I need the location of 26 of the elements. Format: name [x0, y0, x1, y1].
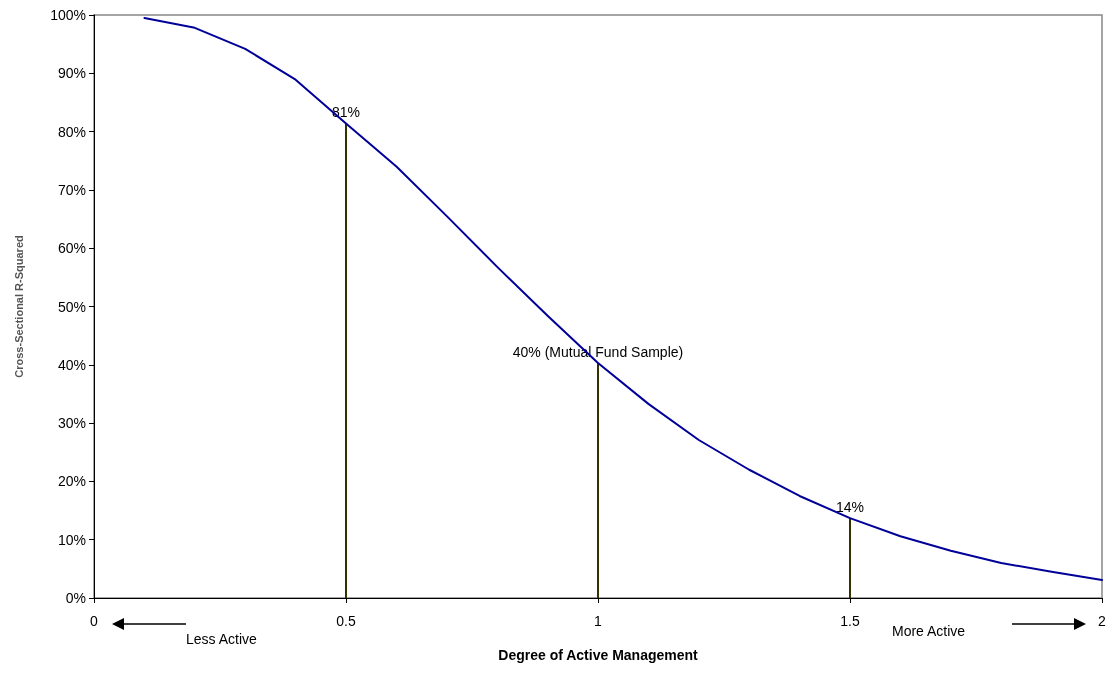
- y-tick-label: 90%: [57, 65, 86, 82]
- y-tick-label: 10%: [57, 531, 86, 548]
- text: More Active: [892, 623, 966, 639]
- y-tick-label: 0%: [65, 590, 86, 606]
- y-axis-title: Cross-Sectional R-Squared: [12, 235, 25, 378]
- y-tick-label: 30%: [57, 415, 86, 432]
- y-tick-label: 50%: [57, 298, 86, 315]
- text: Less Active: [186, 631, 257, 647]
- line-series: [143, 16, 1103, 581]
- y-tick-label: 80%: [57, 123, 86, 140]
- y-tick-label: 100%: [50, 7, 86, 23]
- x-tick-label: 0: [90, 613, 99, 629]
- x-tick-label: 0.5: [336, 613, 356, 629]
- x-axis-title: Degree of Active Management: [498, 647, 699, 663]
- data-label: 14%: [835, 499, 865, 516]
- bar: [597, 363, 599, 598]
- y-tick-label: 70%: [57, 181, 86, 198]
- bar: [849, 518, 851, 598]
- x-tick-label: 2: [1098, 613, 1107, 629]
- bar: [345, 123, 347, 598]
- y-tick-label: 20%: [57, 473, 86, 490]
- x-tick-label: 1: [594, 613, 603, 629]
- data-label: 81%: [331, 104, 361, 121]
- y-tick-label: 40%: [57, 356, 86, 373]
- y-tick-label: 60%: [57, 240, 86, 257]
- x-tick-label: 1.5: [840, 613, 860, 629]
